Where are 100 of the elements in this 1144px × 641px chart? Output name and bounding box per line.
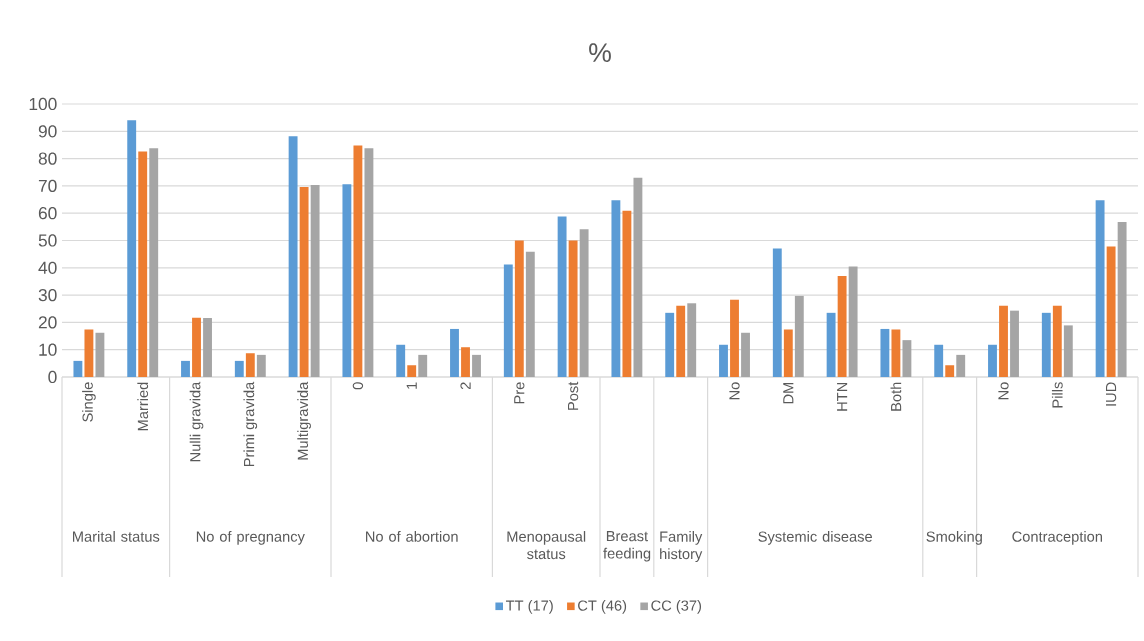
bar: [1041, 312, 1051, 377]
x-tick-label: Nulli gravida: [189, 381, 204, 462]
bar: [525, 251, 535, 377]
bar: [450, 328, 459, 377]
bar: [783, 329, 793, 377]
x-tick-label: Married: [137, 382, 149, 431]
bar: [418, 354, 428, 377]
bar: [837, 275, 847, 377]
bar: [127, 120, 137, 377]
text: No of pregnancy: [196, 531, 305, 545]
bar: [902, 340, 912, 377]
text: Breast feeding: [603, 531, 651, 562]
bar: [557, 216, 567, 377]
x-tick-label: Multigravida: [297, 381, 311, 460]
x-tick-label: Primi gravida: [243, 381, 258, 467]
x-tick-label: Pre: [514, 382, 525, 404]
bar: [181, 360, 190, 377]
x-tick-label: 0: [352, 382, 364, 390]
bar: [687, 303, 697, 377]
y-tick-label: 40: [38, 261, 57, 274]
y-tick-label: 70: [38, 179, 57, 193]
text: Smoking: [926, 531, 982, 545]
bar: [503, 264, 513, 377]
bar: [891, 329, 901, 377]
chart-title: %: [589, 43, 611, 62]
y-tick-label: 20: [38, 316, 57, 329]
bar: [342, 184, 352, 377]
bar: [364, 148, 374, 377]
text: Marital status: [73, 531, 160, 542]
legend-label: CC (37): [651, 600, 702, 614]
bar: [310, 185, 320, 377]
x-tick-label: 1: [406, 382, 417, 389]
bar: [611, 200, 621, 377]
legend-label: CT (46): [578, 600, 627, 614]
bar: [880, 328, 890, 377]
bar: [1106, 246, 1116, 377]
bar: [288, 136, 298, 377]
bar: [1063, 325, 1073, 377]
text: Systemic disease: [758, 531, 872, 545]
bar: [934, 344, 944, 377]
bar: [730, 299, 739, 377]
x-tick-label: Both: [890, 382, 902, 411]
y-tick-label: 10: [39, 343, 57, 356]
y-tick-label: 30: [38, 288, 57, 302]
bar: [192, 317, 201, 377]
text: Contraception: [1012, 531, 1102, 545]
bar: [245, 353, 255, 377]
y-tick-label: 50: [38, 234, 57, 247]
text: No of abortion: [366, 531, 458, 542]
bar: [956, 354, 966, 377]
bar: [741, 332, 750, 377]
x-tick-label: IUD: [1106, 382, 1117, 406]
bar: [1117, 221, 1127, 377]
x-tick-label: No: [998, 382, 1009, 400]
x-tick-label: No: [729, 382, 740, 400]
bar: [95, 332, 105, 377]
bar: [84, 329, 94, 377]
bar: [676, 305, 686, 377]
x-tick-label: Single: [82, 382, 96, 422]
bar: [826, 312, 836, 377]
bar: [149, 148, 159, 377]
x-tick-label: Pills: [1051, 382, 1063, 408]
bar: [988, 344, 997, 377]
bar: [945, 365, 955, 377]
x-tick-label: Post: [568, 381, 579, 410]
bar: [353, 145, 363, 377]
bar: [622, 210, 632, 377]
bar: [579, 229, 589, 377]
bar: [396, 344, 406, 377]
bar: [234, 360, 244, 377]
bar: [1010, 310, 1019, 377]
bar: [794, 295, 804, 377]
text: Family history: [660, 531, 703, 563]
bar: [138, 151, 148, 377]
y-tick-label: 100: [29, 97, 57, 111]
bar: [719, 344, 728, 377]
x-tick-label: 2: [460, 382, 471, 390]
text: Menopausal status: [507, 531, 586, 560]
y-tick-label: 90: [38, 125, 57, 138]
x-tick-label: DM: [783, 382, 794, 404]
x-tick-label: HTN: [837, 382, 848, 411]
bar: [256, 354, 266, 377]
bar: [407, 365, 417, 377]
y-tick-label: 80: [38, 152, 57, 165]
bar: [203, 318, 212, 377]
bar: [772, 248, 782, 377]
bar: [999, 305, 1008, 377]
bar: [472, 354, 481, 377]
bar: [848, 266, 858, 377]
legend-label: TT (17): [505, 600, 553, 614]
bar: [514, 240, 524, 377]
y-tick-label: 60: [38, 207, 57, 220]
bar: [568, 240, 578, 377]
bar: [1095, 200, 1105, 377]
bar: [299, 186, 309, 377]
bar: [73, 360, 83, 377]
bar: [633, 177, 643, 377]
bar: [665, 312, 675, 377]
bar: [1052, 305, 1062, 377]
bar: [461, 347, 470, 377]
